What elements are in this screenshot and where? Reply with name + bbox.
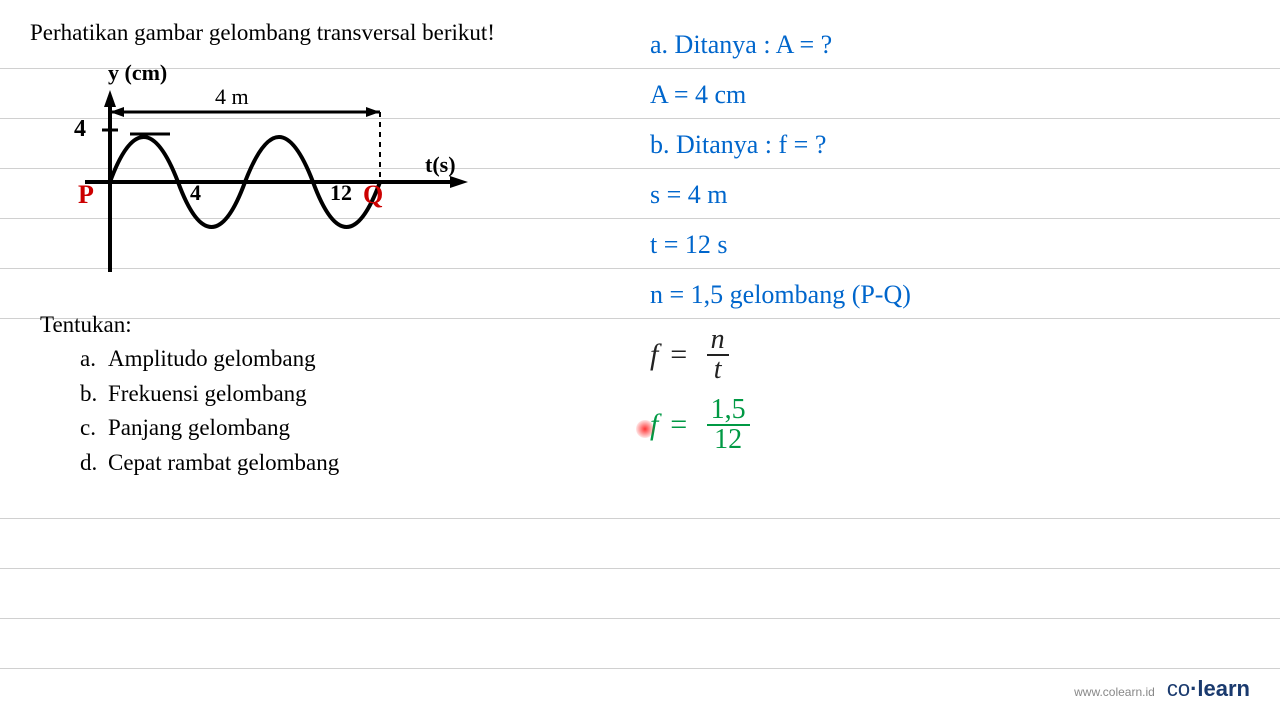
footer-url: www.colearn.id	[1074, 685, 1155, 699]
x-tick-4: 4	[190, 180, 201, 206]
formula-numerator: n	[707, 326, 729, 354]
step-s-value: s = 4 m	[640, 170, 1280, 220]
item-letter: a.	[80, 342, 108, 377]
step-n-value: n = 1,5 gelombang (P-Q)	[640, 270, 1280, 320]
tentukan-label: Tentukan:	[40, 312, 630, 338]
span-label: 4 m	[215, 84, 249, 110]
x-tick-12: 12	[330, 180, 352, 206]
question-item: d.Cepat rambat gelombang	[80, 446, 630, 481]
amp-tick-label: 4	[74, 116, 86, 143]
question-item: a.Amplitudo gelombang	[80, 342, 630, 377]
brand-learn: learn	[1197, 676, 1250, 701]
formula-numerator: 1,5	[707, 396, 750, 424]
step-a-ditanya: a. Ditanya : A = ?	[640, 20, 1280, 70]
formula-denominator: t	[710, 356, 726, 384]
wave-diagram: y (cm) 4 m 4 t(s) P 4 12 Q	[30, 52, 510, 302]
item-letter: b.	[80, 377, 108, 412]
item-text: Cepat rambat gelombang	[108, 446, 339, 481]
laser-pointer-icon	[636, 420, 654, 438]
item-text: Panjang gelombang	[108, 411, 290, 446]
formula-f-sub: f = 1,5 12	[640, 390, 1280, 460]
question-item: c.Panjang gelombang	[80, 411, 630, 446]
item-text: Amplitudo gelombang	[108, 342, 316, 377]
y-axis-label: y (cm)	[108, 60, 167, 86]
item-letter: c.	[80, 411, 108, 446]
footer: www.colearn.id co·learn	[1074, 676, 1250, 702]
step-b-ditanya: b. Ditanya : f = ?	[640, 120, 1280, 170]
question-item: b.Frekuensi gelombang	[80, 377, 630, 412]
instruction-text: Perhatikan gambar gelombang transversal …	[30, 20, 630, 46]
brand-logo: co·learn	[1167, 676, 1250, 702]
step-t-value: t = 12 s	[640, 220, 1280, 270]
point-p-label: P	[78, 180, 94, 210]
formula-denominator: 12	[710, 426, 746, 454]
item-text: Frekuensi gelombang	[108, 377, 307, 412]
formula-lhs: f	[650, 338, 658, 372]
point-q-label: Q	[363, 180, 383, 210]
brand-co: co	[1167, 676, 1190, 701]
item-letter: d.	[80, 446, 108, 481]
question-list: a.Amplitudo gelombang b.Frekuensi gelomb…	[80, 342, 630, 480]
step-a-answer: A = 4 cm	[640, 70, 1280, 120]
formula-f-nt: f = n t	[640, 320, 1280, 390]
x-axis-label: t(s)	[425, 152, 456, 178]
